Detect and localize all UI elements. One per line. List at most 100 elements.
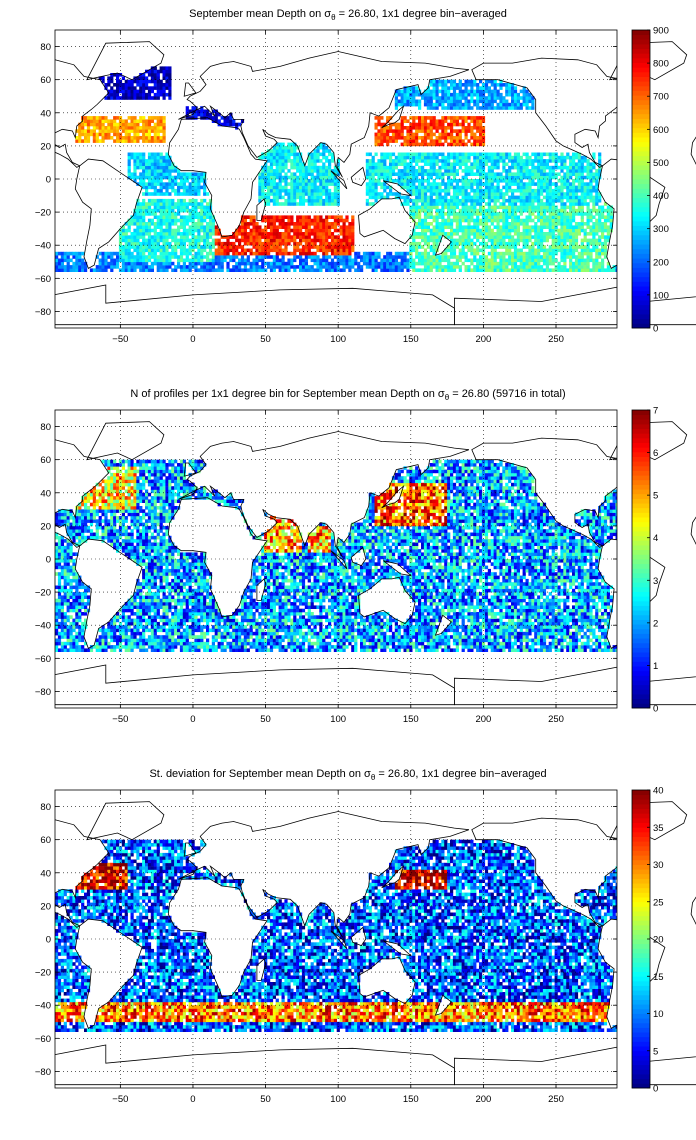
data-cell — [606, 228, 610, 233]
data-cell — [252, 218, 256, 223]
data-cell — [403, 142, 407, 147]
data-cell — [426, 122, 430, 127]
data-cell — [528, 195, 532, 200]
data-cell — [545, 192, 549, 196]
data-cell — [580, 202, 584, 206]
data-cell — [577, 265, 581, 269]
data-cell — [421, 188, 425, 193]
data-cell — [293, 202, 297, 206]
data-cell — [214, 228, 218, 233]
data-cell — [490, 232, 494, 236]
data-cell — [316, 165, 320, 170]
data-cell — [127, 172, 131, 176]
data-cell — [203, 172, 207, 176]
data-cell — [458, 102, 462, 107]
data-cell — [240, 251, 245, 256]
data-cell — [272, 155, 276, 160]
data-cell — [560, 265, 564, 269]
data-cell — [310, 258, 314, 263]
data-cell — [508, 232, 512, 236]
data-cell — [165, 232, 169, 236]
data-cell — [426, 238, 430, 243]
data-cell — [217, 228, 221, 233]
data-cell — [464, 245, 468, 249]
data-cell — [418, 159, 422, 163]
data-cell — [174, 268, 178, 272]
data-cell — [444, 198, 448, 203]
data-cell — [290, 192, 294, 196]
data-cell — [572, 208, 576, 213]
data-cell — [606, 235, 610, 239]
data-cell — [171, 228, 175, 233]
data-cell — [296, 232, 300, 236]
data-cell — [147, 202, 152, 206]
data-cell — [145, 202, 149, 206]
data-cell — [418, 205, 422, 210]
data-cell — [281, 142, 285, 147]
data-cell — [206, 212, 210, 216]
data-cell — [171, 205, 175, 210]
data-cell — [441, 155, 445, 160]
data-cell — [418, 195, 422, 200]
data-cell — [534, 241, 538, 246]
data-cell — [519, 162, 523, 166]
data-cell — [278, 261, 282, 266]
data-cell — [415, 245, 419, 249]
data-cell — [432, 225, 436, 229]
data-cell — [423, 195, 428, 200]
data-cell — [447, 222, 451, 226]
data-cell — [310, 165, 314, 170]
data-cell — [174, 228, 178, 233]
data-cell — [194, 202, 198, 206]
data-cell — [508, 152, 512, 157]
data-cell — [203, 212, 207, 216]
data-cell — [150, 129, 154, 133]
data-cell — [566, 172, 570, 176]
data-cell — [203, 225, 207, 229]
data-cell — [502, 258, 506, 263]
data-cell — [272, 241, 276, 246]
data-cell — [177, 218, 181, 223]
data-cell — [516, 106, 520, 110]
data-cell — [365, 162, 369, 166]
data-cell — [522, 195, 526, 200]
data-cell — [421, 192, 425, 196]
data-cell — [322, 248, 326, 253]
data-cell — [290, 202, 294, 206]
data-cell — [174, 192, 178, 196]
data-cell — [421, 261, 425, 266]
data-cell — [156, 261, 160, 266]
data-cell — [78, 265, 82, 269]
data-cell — [409, 159, 413, 163]
data-cell — [574, 228, 579, 233]
data-cell — [511, 261, 515, 266]
data-cell — [470, 162, 474, 166]
data-cell — [455, 202, 459, 206]
data-cell — [95, 139, 99, 143]
data-cell — [333, 265, 337, 269]
data-cell — [159, 212, 163, 216]
data-cell — [418, 185, 422, 190]
data-cell — [435, 142, 439, 147]
data-cell — [272, 145, 276, 150]
data-cell — [142, 241, 146, 246]
data-cell — [78, 136, 82, 140]
data-cell — [136, 205, 140, 210]
data-cell — [441, 218, 445, 223]
data-cell — [153, 261, 157, 266]
data-cell — [296, 245, 300, 249]
data-cell — [423, 172, 428, 176]
data-cell — [406, 172, 410, 176]
data-cell — [275, 218, 279, 223]
data-cell — [162, 175, 166, 180]
data-cell — [232, 122, 236, 127]
data-cell — [586, 245, 590, 249]
data-cell — [499, 205, 503, 210]
data-cell — [418, 218, 422, 223]
data-cell — [142, 208, 146, 213]
data-cell — [174, 222, 178, 226]
data-cell — [275, 155, 279, 160]
data-cell — [566, 188, 570, 193]
data-cell — [522, 205, 526, 210]
data-cell — [142, 215, 146, 219]
